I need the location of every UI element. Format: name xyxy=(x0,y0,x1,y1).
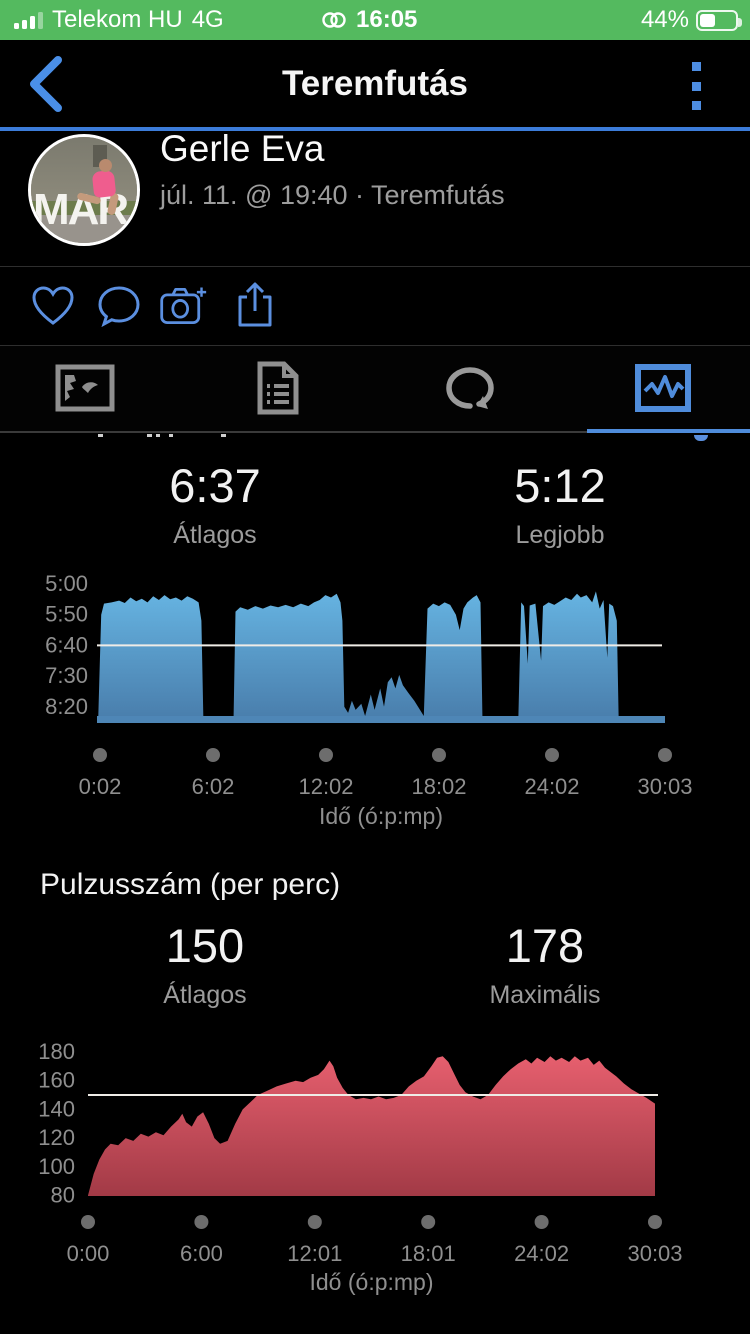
pace-chart-x-tick-label: 18:02 xyxy=(411,774,466,799)
pace-chart-x-tick-dot xyxy=(545,748,559,762)
pace-chart[interactable]: 5:00 5:50 6:40 7:30 8:20 0:02 6:02 12:02 18:02 24… xyxy=(0,555,750,845)
activity-meta: júl. 11. @ 19:40 · Teremfutás xyxy=(160,180,505,210)
divider xyxy=(0,266,750,267)
pace-best-value: 5:12 xyxy=(514,459,606,512)
heart-rate-chart-area xyxy=(88,1056,655,1196)
heart-rate-chart-x-tick-dot xyxy=(648,1215,662,1229)
tab-bar-border xyxy=(0,431,750,433)
tab-laps[interactable] xyxy=(410,358,530,418)
heart-rate-chart-x-tick-label: 24:02 xyxy=(514,1241,569,1266)
heart-rate-chart-x-tick-dot xyxy=(81,1215,95,1229)
action-row xyxy=(0,267,750,345)
avatar[interactable]: MAR xyxy=(28,134,140,246)
page-title: Teremfutás xyxy=(281,64,469,103)
clipped-content-fragment xyxy=(221,434,226,437)
hr-avg-stat: 150 Átlagos xyxy=(30,918,380,1010)
clipped-content-fragment xyxy=(147,434,152,437)
pace-chart-y-tick: 5:50 xyxy=(45,602,88,627)
laps-icon xyxy=(446,367,494,409)
pace-chart-y-tick: 6:40 xyxy=(45,632,88,657)
heart-rate-section-title: Pulzusszám (per perc) xyxy=(40,868,341,901)
clock-label: 16:05 xyxy=(356,6,418,33)
back-button[interactable] xyxy=(22,56,72,112)
pace-chart-x-tick-dot xyxy=(432,748,446,762)
status-bar: Telekom HU 4G 16:05 44% xyxy=(0,0,750,40)
divider xyxy=(0,345,750,346)
battery-percent-label: 44% xyxy=(640,6,689,33)
hr-avg-value: 150 xyxy=(165,919,245,972)
hr-avg-label: Átlagos xyxy=(163,981,247,1009)
hr-max-stat: 178 Maximális xyxy=(370,918,720,1010)
carrier-label: Telekom HU xyxy=(52,6,183,33)
pace-avg-value: 6:37 xyxy=(169,459,261,512)
pace-chart-x-tick-dot xyxy=(319,748,333,762)
hotspot-icon xyxy=(322,12,346,28)
heart-rate-chart-x-tick-dot xyxy=(194,1215,209,1229)
pace-best-label: Legjobb xyxy=(515,521,605,549)
heart-rate-chart-x-tick-dot xyxy=(421,1215,436,1229)
tab-bar xyxy=(0,346,750,432)
heart-rate-chart-y-tick: 80 xyxy=(51,1183,75,1208)
pace-chart-x-tick-label: 12:02 xyxy=(298,774,353,799)
heart-rate-chart-x-tick-dot xyxy=(534,1215,549,1229)
hr-max-label: Maximális xyxy=(489,981,601,1009)
clipped-content-fragment xyxy=(156,434,160,437)
heart-rate-chart-x-tick-dot xyxy=(307,1215,322,1229)
heart-rate-chart[interactable]: 180 160 140 120 100 80 0:00 6:00 12:01 18:01 24:02… xyxy=(0,1020,750,1320)
heart-rate-chart-x-tick-label: 0:00 xyxy=(67,1241,110,1266)
comment-button[interactable] xyxy=(94,281,144,331)
more-menu-button[interactable] xyxy=(692,62,702,110)
share-button[interactable] xyxy=(230,281,280,331)
clipped-content-fragment xyxy=(169,434,173,437)
heart-rate-chart-x-tick-label: 6:00 xyxy=(180,1241,223,1266)
pace-chart-x-tick-label: 6:02 xyxy=(192,774,235,799)
tab-charts[interactable] xyxy=(603,358,723,418)
hr-max-value: 178 xyxy=(505,919,585,972)
heart-rate-chart-x-tick-label: 18:01 xyxy=(401,1241,456,1266)
charts-icon xyxy=(635,364,691,412)
pace-chart-y-tick: 8:20 xyxy=(45,694,88,719)
pace-chart-area xyxy=(98,591,665,716)
pace-chart-baseline xyxy=(97,716,665,723)
heart-rate-chart-axis-title: Idő (ó:p:mp) xyxy=(310,1269,434,1295)
pace-chart-x-tick-dot xyxy=(206,748,220,762)
pace-avg-stat: 6:37 Átlagos xyxy=(40,458,390,550)
notes-icon xyxy=(257,361,299,415)
pace-avg-label: Átlagos xyxy=(173,521,257,549)
cell-signal-icon xyxy=(14,11,43,29)
pace-chart-y-tick: 7:30 xyxy=(45,663,88,688)
pace-chart-x-tick-label: 24:02 xyxy=(524,774,579,799)
pace-chart-axis-title: Idő (ó:p:mp) xyxy=(319,803,443,829)
tab-notes[interactable] xyxy=(218,358,338,418)
heart-rate-chart-x-tick-label: 30:03 xyxy=(627,1241,682,1266)
heart-rate-chart-y-tick: 140 xyxy=(38,1096,75,1121)
pace-chart-x-tick-dot xyxy=(93,748,107,762)
clipped-content-fragment xyxy=(694,435,708,441)
add-photo-button[interactable] xyxy=(158,281,208,331)
pace-chart-x-tick-dot xyxy=(658,748,672,762)
pace-chart-x-tick-label: 30:03 xyxy=(637,774,692,799)
network-type-label: 4G xyxy=(191,6,224,33)
heart-rate-chart-y-tick: 180 xyxy=(38,1039,75,1064)
heart-rate-chart-y-tick: 160 xyxy=(38,1068,75,1093)
like-button[interactable] xyxy=(28,281,78,331)
heart-rate-chart-y-tick: 120 xyxy=(38,1125,75,1150)
nav-bar: Teremfutás xyxy=(0,40,750,127)
pace-best-stat: 5:12 Legjobb xyxy=(385,458,735,550)
pace-chart-x-tick-label: 0:02 xyxy=(79,774,122,799)
clipped-content-fragment xyxy=(98,434,103,437)
battery-icon xyxy=(696,9,742,31)
heart-rate-chart-y-tick: 100 xyxy=(38,1154,75,1179)
photos-icon xyxy=(55,364,115,412)
tab-photos[interactable] xyxy=(25,358,145,418)
pace-chart-y-tick: 5:00 xyxy=(45,571,88,596)
active-tab-underline xyxy=(587,429,750,433)
heart-rate-chart-x-tick-label: 12:01 xyxy=(287,1241,342,1266)
nav-accent-line xyxy=(0,127,750,131)
user-name: Gerle Eva xyxy=(160,128,325,169)
